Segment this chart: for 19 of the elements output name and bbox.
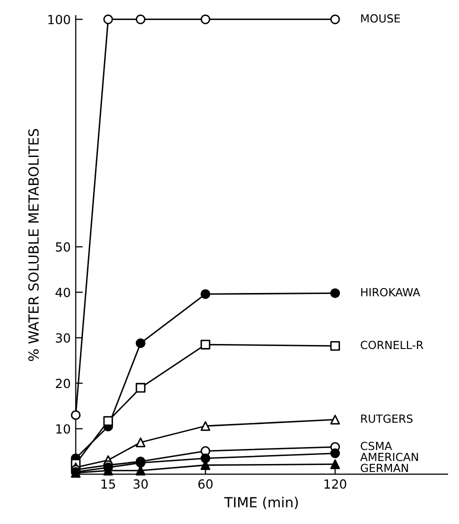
series-label: GERMAN [360, 464, 408, 472]
series-label: AMERICAN [360, 452, 418, 462]
series-label: RUTGERS [361, 414, 413, 423]
x-tick-label: 120 [324, 479, 346, 489]
series-label: CORNELL-R [360, 340, 424, 350]
series-label: MOUSE [361, 14, 400, 23]
x-tick-label: 15 [102, 479, 116, 489]
series-label: CSMA [360, 442, 392, 450]
y-tick-label: 40 [56, 288, 70, 298]
y-axis-title: % WATER SOLUBLE METABOLITES [28, 128, 39, 361]
series-label: HIROKAWA [361, 288, 420, 296]
x-axis-title: TIME (min) [224, 496, 298, 510]
y-tick-label: 100 [48, 14, 70, 24]
x-tick-label: 60 [198, 479, 213, 489]
y-tick-label: 20 [56, 378, 70, 388]
y-tick-label: 10 [56, 424, 70, 434]
y-tick-label: 30 [56, 333, 70, 343]
y-tick-label: 50 [56, 242, 70, 252]
x-tick-label: 30 [134, 479, 148, 489]
